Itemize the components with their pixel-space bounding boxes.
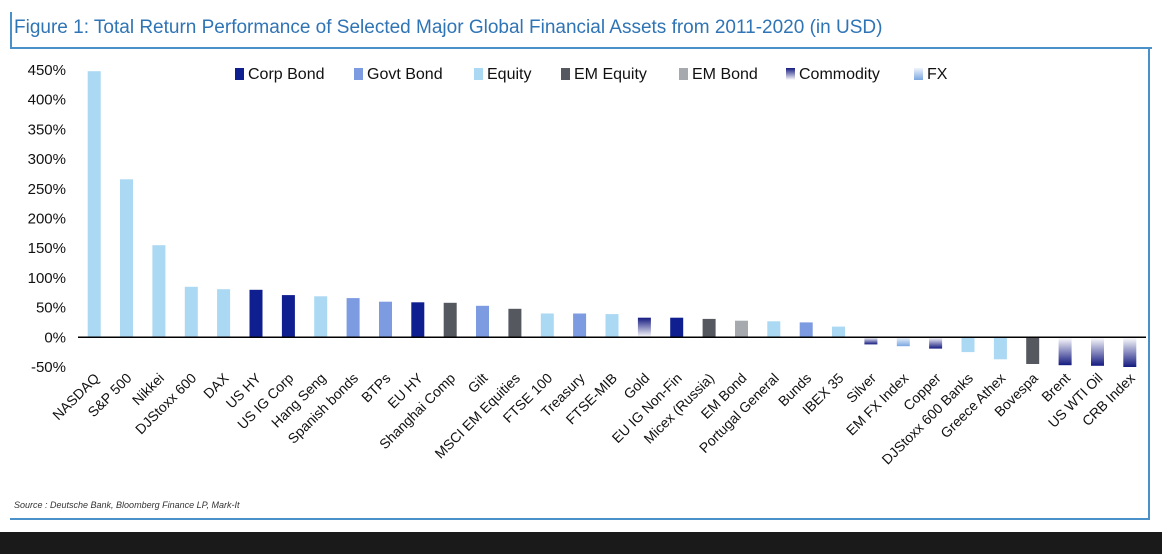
legend-label: Commodity [799,66,880,83]
y-tick-label: 300% [28,151,66,168]
bar [605,314,619,338]
legend-swatch [474,68,483,80]
bar [217,289,231,338]
bar [184,286,198,338]
bar [1026,337,1040,364]
y-axis: 450% 400% 350% 300% 250% 200% 150% 100% 50% 0% -50… [28,62,66,376]
bar [1058,337,1072,366]
bar [379,301,392,338]
bars [87,71,1137,367]
bar [702,318,716,338]
y-tick-label: 400% [28,92,66,109]
bar [508,308,522,338]
y-tick-label: 350% [28,121,66,138]
bar [443,302,457,338]
legend-swatch [354,68,363,80]
bar [993,337,1007,360]
legend: Corp Bond Govt Bond Equity EM Equity EM Bond… [235,66,948,83]
y-tick-label: 150% [28,240,66,257]
bar [540,313,554,338]
bar [346,298,360,338]
frame-border-bottom [10,518,1150,520]
bar [476,305,489,338]
bar [573,313,587,338]
legend-label: EM Equity [574,66,647,83]
y-tick-label: 450% [28,62,66,79]
bar [799,322,813,338]
x-tick-label: Gilt [465,370,491,396]
source-note: Source : Deutsche Bank, Bloomberg Financ… [14,500,240,510]
bar [832,326,845,338]
legend-swatch [235,68,244,80]
bar [152,245,166,338]
bar [767,321,781,338]
y-tick-label: 250% [28,181,66,198]
bar [961,337,975,353]
legend-label: EM Bond [692,66,758,83]
frame-border-right [1148,48,1150,520]
bar [735,320,748,338]
bar [314,296,328,338]
y-tick-label: 0% [44,329,66,346]
bar [896,337,910,347]
legend-swatch [679,68,688,80]
title-accent-rule [10,12,12,48]
legend-label: Equity [487,66,531,83]
bar [411,302,425,338]
bar [637,317,651,338]
bar [1091,337,1104,366]
legend-label: Corp Bond [248,66,325,83]
bar [281,295,295,338]
chart-title: Figure 1: Total Return Performance of Se… [14,17,883,38]
y-tick-label: 50% [36,300,66,317]
bar [249,289,263,338]
bar [929,337,943,349]
bar [1123,337,1137,367]
legend-swatch [561,68,570,80]
legend-swatch [914,68,923,80]
legend-label: FX [927,66,948,83]
bar [87,71,101,338]
legend-swatch [786,68,795,80]
bar [670,317,684,338]
title-underline [10,47,1152,49]
chart-panel: Figure 1: Total Return Performance of Se… [0,0,1162,532]
bar [120,179,133,338]
bar [864,337,878,345]
y-tick-label: 100% [28,270,66,287]
y-tick-label: -50% [31,359,66,376]
y-tick-label: 200% [28,211,66,228]
legend-label: Govt Bond [367,66,443,83]
